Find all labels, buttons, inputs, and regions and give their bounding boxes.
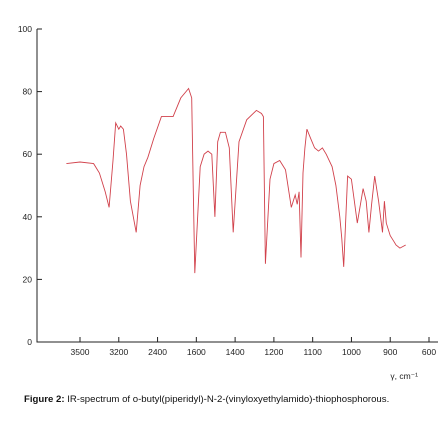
axis-lines (36, 29, 438, 343)
x-tick-label: 1200 (264, 347, 283, 357)
y-tick-label: 100 (18, 24, 32, 34)
caption-label: Figure 2: (24, 394, 65, 405)
x-tick-label: 2400 (148, 347, 167, 357)
x-ticks: 3500 3200 2400 1600 1400 1200 1100 1000 900 600 (71, 337, 436, 357)
figure-caption: Figure 2: IR-spectrum of o-butyl(piperid… (24, 394, 428, 406)
x-tick-label: 1600 (187, 347, 206, 357)
ir-spectrum-chart: 0 20 40 60 80 100 3500 3200 2400 1600 1400 1200 110… (18, 24, 438, 381)
y-ticks: 0 20 40 60 80 100 (18, 24, 42, 347)
x-tick-label: 600 (422, 347, 436, 357)
y-tick-label: 0 (27, 337, 32, 347)
x-axis-label: γ, cm⁻¹ (390, 371, 418, 381)
y-tick-label: 80 (23, 87, 33, 97)
y-tick-label: 60 (23, 149, 33, 159)
spectrum-line (66, 87, 406, 274)
x-tick-label: 3500 (71, 347, 90, 357)
axes (36, 29, 438, 343)
x-tick-label: 3200 (109, 347, 128, 357)
x-tick-label: 1000 (342, 347, 361, 357)
x-tick-label: 900 (383, 347, 397, 357)
x-tick-label: 1100 (304, 347, 323, 357)
x-tick-label: 1400 (226, 347, 245, 357)
y-tick-label: 40 (23, 212, 33, 222)
y-tick-label: 20 (23, 274, 33, 284)
caption-text: IR-spectrum of o-butyl(piperidyl)-N-2-(v… (67, 394, 390, 405)
